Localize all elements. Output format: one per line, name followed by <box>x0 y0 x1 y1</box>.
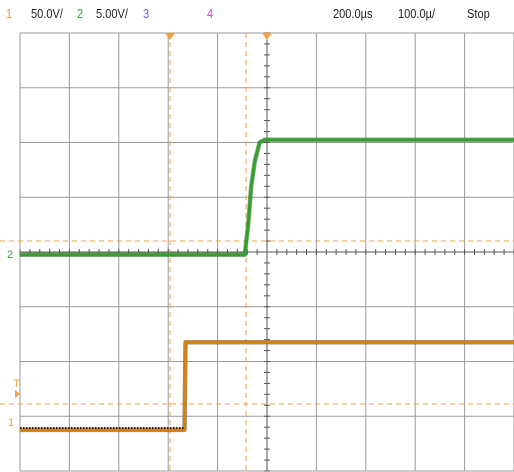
ch3-label[interactable]: 3 <box>143 6 150 21</box>
ch1-noise <box>26 426 28 429</box>
ch1-noise <box>152 426 154 429</box>
ch1-noise <box>47 426 49 429</box>
ch1-noise <box>140 426 142 429</box>
ch1-noise <box>134 426 136 429</box>
ch1-noise <box>158 426 160 429</box>
ch1-noise <box>89 426 91 429</box>
ch1-noise <box>68 426 70 429</box>
time-offset[interactable]: 200.0µs <box>333 6 373 21</box>
ch1-noise <box>98 426 100 429</box>
run-state[interactable]: Stop <box>467 6 490 21</box>
ch2-label[interactable]: 2 <box>77 6 84 21</box>
ch1-label[interactable]: 1 <box>6 6 13 21</box>
ch1-noise <box>77 426 79 429</box>
ch1-noise <box>104 426 106 429</box>
ch1-noise <box>116 426 118 429</box>
trigger-level-label: T <box>13 378 20 390</box>
ch1-noise <box>149 426 151 429</box>
ch1-noise <box>164 426 166 429</box>
ch1-noise <box>23 426 25 429</box>
ch1-noise <box>29 426 31 429</box>
ch1-noise <box>92 426 94 429</box>
ch1-noise <box>95 426 97 429</box>
ch2-ground-marker[interactable]: 2 <box>7 249 13 261</box>
ch1-noise <box>176 426 178 429</box>
ch1-noise <box>86 426 88 429</box>
trigger-position-marker[interactable] <box>165 33 175 40</box>
ch1-noise <box>74 426 76 429</box>
delay-position-marker[interactable] <box>262 33 272 40</box>
ch1-noise <box>50 426 52 429</box>
ch1-noise <box>110 426 112 429</box>
ch1-noise <box>113 426 115 429</box>
ch1-noise <box>143 426 145 429</box>
ch1-noise <box>83 426 85 429</box>
ch1-noise <box>107 426 109 429</box>
status-bar: 1 50.0V/ 2 5.00V/ 3 4 200.0µs 100.0µ/ St… <box>0 0 514 32</box>
ch1-trace <box>20 340 514 432</box>
markers: T 2 1 <box>7 33 272 429</box>
ch1-noise <box>131 426 133 429</box>
ch1-noise <box>101 426 103 429</box>
ch1-noise <box>167 426 169 429</box>
traces <box>20 137 514 433</box>
ch1-noise <box>32 426 34 429</box>
ch1-noise <box>44 426 46 429</box>
ch4-label[interactable]: 4 <box>207 6 214 21</box>
ch1-noise <box>119 426 121 429</box>
ch1-noise <box>62 426 64 429</box>
ch1-noise <box>182 426 184 429</box>
ch1-noise <box>71 426 73 429</box>
ch1-ground-marker[interactable]: 1 <box>8 417 14 429</box>
ch1-noise <box>161 426 163 429</box>
time-scale[interactable]: 100.0µ/ <box>398 6 436 21</box>
ch1-noise <box>170 426 172 429</box>
ch1-noise <box>59 426 61 429</box>
ch1-noise <box>122 426 124 429</box>
ch1-noise <box>128 426 130 429</box>
ch1-noise <box>65 426 67 429</box>
trigger-level-marker[interactable] <box>15 390 20 398</box>
ch1-noise <box>155 426 157 429</box>
graticule <box>19 32 514 472</box>
ch1-noise <box>38 426 40 429</box>
ch1-noise <box>56 426 58 429</box>
ch1-noise <box>41 426 43 429</box>
ch1-noise <box>53 426 55 429</box>
ch2-scale[interactable]: 5.00V/ <box>96 6 128 21</box>
ch1-noise <box>125 426 127 429</box>
ch1-scale[interactable]: 50.0V/ <box>31 6 63 21</box>
ch1-noise <box>137 426 139 429</box>
ch1-noise <box>35 426 37 429</box>
ch2-trace <box>20 138 514 257</box>
ch1-noise <box>20 426 22 429</box>
ch1-noise <box>179 426 181 429</box>
ch1-noise <box>146 426 148 429</box>
ch1-noise <box>173 426 175 429</box>
ch1-noise <box>80 426 82 429</box>
